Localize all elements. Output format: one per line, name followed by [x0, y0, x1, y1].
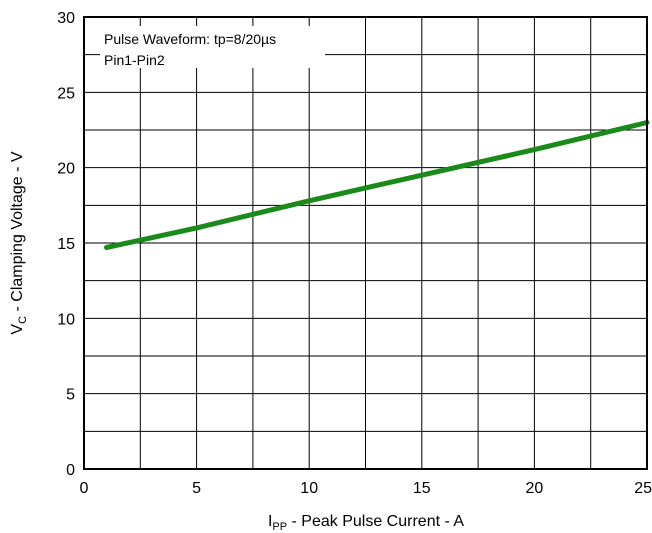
y-tick-labels: 0 5 10 15 20 25 30: [57, 10, 75, 479]
x-tick-label: 5: [192, 480, 201, 497]
annotation-pins: Pin1-Pin2: [104, 52, 165, 68]
y-tick-label: 0: [66, 462, 75, 479]
y-tick-label: 15: [57, 236, 75, 253]
x-tick-label: 20: [526, 480, 544, 497]
x-tick-label: 25: [634, 480, 652, 497]
y-tick-label: 30: [57, 10, 75, 27]
series-layer: [104, 120, 650, 250]
plot-frame: [83, 16, 648, 470]
x-axis-title-rest: - Peak Pulse Current - A: [287, 513, 464, 530]
annotation-background: [100, 26, 325, 68]
x-tick-label: 15: [413, 480, 431, 497]
y-axis-title-rest: - Clamping Voltage - V: [9, 151, 26, 316]
y-tick-label: 20: [57, 161, 75, 178]
x-tick-labels: 0 5 10 15 20 25: [80, 480, 652, 497]
x-axis-title: IPP - Peak Pulse Current - A: [268, 513, 464, 533]
y-tick-label: 10: [57, 311, 75, 328]
annotation-waveform: Pulse Waveform: tp=8/20µs: [104, 31, 276, 47]
y-tick-label: 5: [66, 387, 75, 404]
x-tick-label: 10: [300, 480, 318, 497]
x-tick-label: 0: [80, 480, 89, 497]
y-axis-title-main: V: [9, 324, 26, 335]
y-tick-label: 25: [57, 85, 75, 102]
grid-lines: [84, 17, 647, 469]
x-axis-title-main: I: [268, 513, 272, 530]
x-axis-title-subscript: PP: [272, 521, 287, 533]
y-axis-title-subscript: C: [17, 316, 29, 324]
series-line: [104, 120, 650, 250]
y-axis-title: VC - Clamping Voltage - V: [9, 151, 29, 334]
